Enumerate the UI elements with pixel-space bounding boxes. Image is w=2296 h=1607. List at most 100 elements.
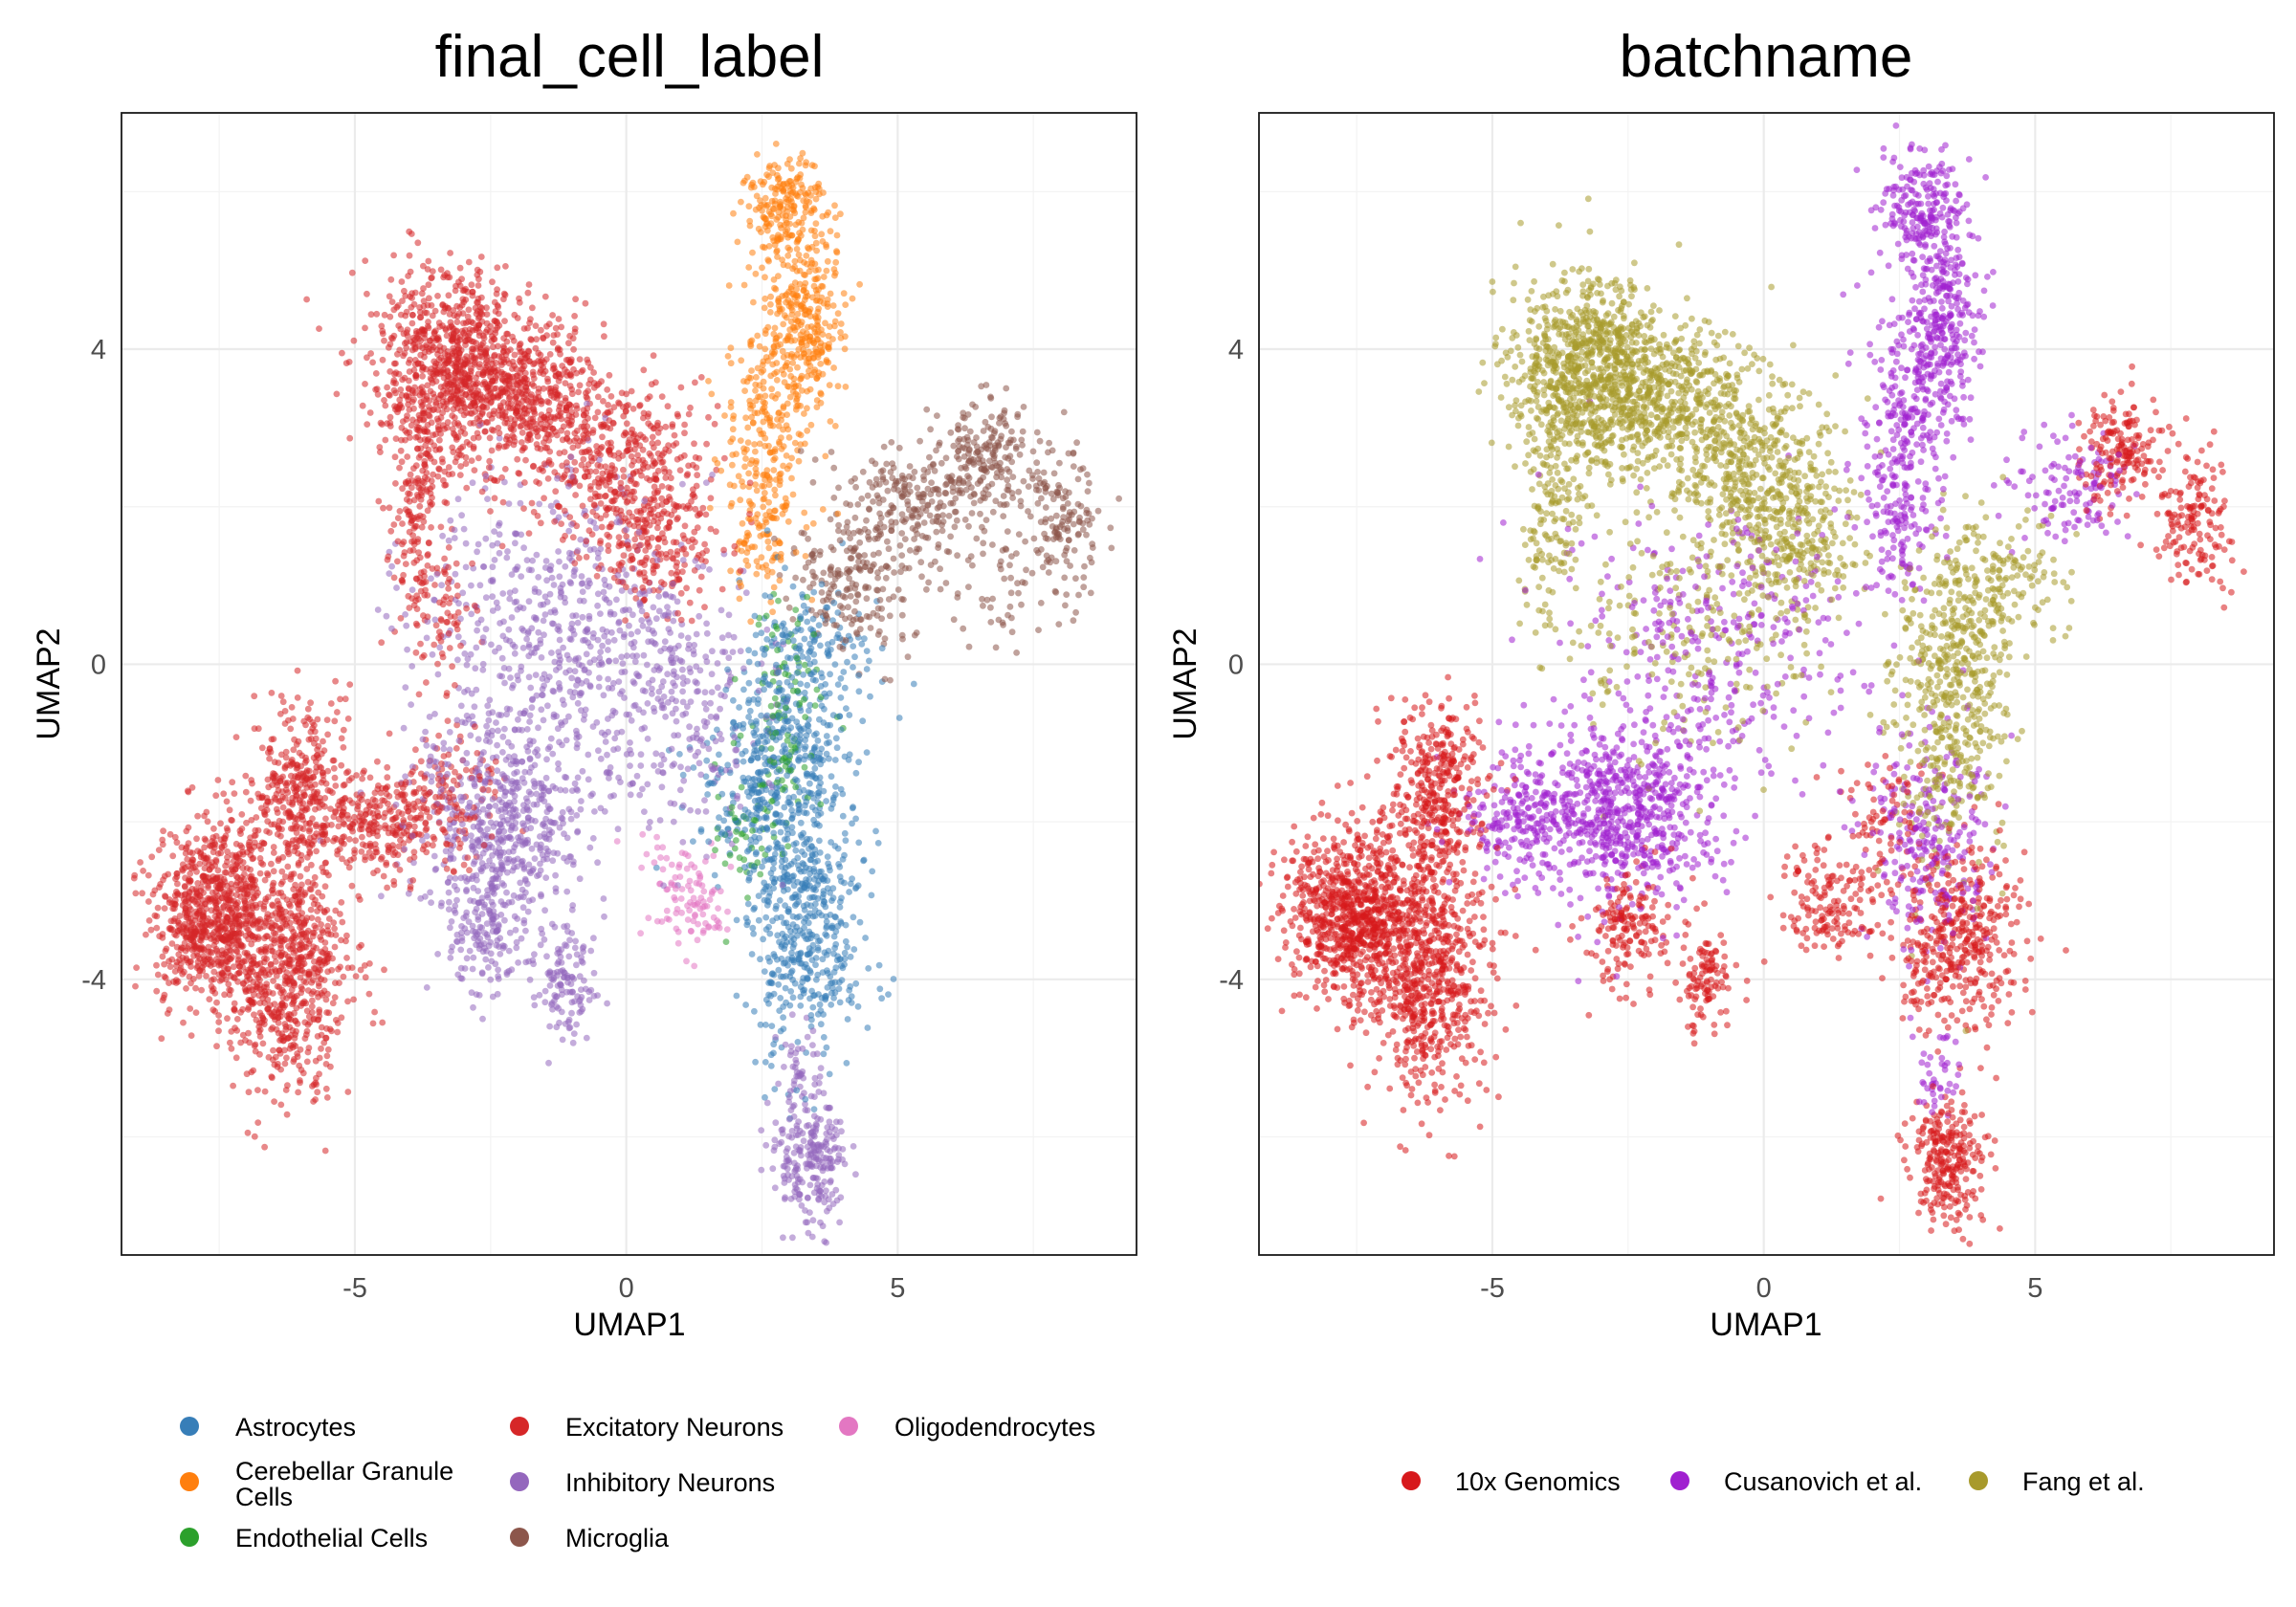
point-astrocytes xyxy=(752,1058,759,1066)
point-excitatory-neurons xyxy=(549,312,556,319)
point-excitatory-neurons xyxy=(284,863,292,870)
point-oligodendrocytes xyxy=(683,865,691,872)
point-astrocytes xyxy=(816,1001,824,1008)
point-inhibitory-neurons xyxy=(517,499,524,507)
point-inhibitory-neurons xyxy=(580,943,587,950)
point-astrocytes xyxy=(773,661,780,669)
point-oligodendrocytes xyxy=(613,838,621,845)
point-microglia xyxy=(865,536,872,543)
point-inhibitory-neurons xyxy=(433,571,441,578)
point-excitatory-neurons xyxy=(572,467,580,474)
point-inhibitory-neurons xyxy=(701,700,708,707)
point-excitatory-neurons xyxy=(210,825,217,832)
point-inhibitory-neurons xyxy=(645,825,652,831)
point-inhibitory-neurons xyxy=(566,936,573,944)
point-excitatory-neurons xyxy=(430,833,437,841)
point-excitatory-neurons xyxy=(331,717,339,725)
point-astrocytes xyxy=(859,717,867,725)
point-inhibitory-neurons xyxy=(811,1081,819,1088)
point-inhibitory-neurons xyxy=(687,806,694,814)
point-inhibitory-neurons xyxy=(494,605,501,611)
point-microglia xyxy=(1049,523,1056,530)
point-astrocytes xyxy=(847,953,854,960)
point-inhibitory-neurons xyxy=(511,649,519,657)
point-astrocytes xyxy=(745,647,752,654)
point-excitatory-neurons xyxy=(419,372,426,380)
point-endothelial-cells xyxy=(767,702,775,710)
point-excitatory-neurons xyxy=(148,853,156,861)
point-cerebellar-granule-cells xyxy=(803,159,809,166)
point-excitatory-neurons xyxy=(188,1032,195,1039)
point-inhibitory-neurons xyxy=(427,889,433,896)
point-inhibitory-neurons xyxy=(546,590,554,598)
point-endothelial-cells xyxy=(733,837,740,844)
point-excitatory-neurons xyxy=(264,776,272,783)
point-excitatory-neurons xyxy=(339,918,346,926)
point-inhibitory-neurons xyxy=(820,1090,828,1097)
point-excitatory-neurons xyxy=(388,298,396,305)
point-excitatory-neurons xyxy=(320,747,328,754)
point-inhibitory-neurons xyxy=(702,706,710,713)
point-inhibitory-neurons xyxy=(607,793,614,800)
point-excitatory-neurons xyxy=(194,812,202,820)
point-excitatory-neurons xyxy=(169,852,177,860)
point-inhibitory-neurons xyxy=(469,479,476,487)
point-excitatory-neurons xyxy=(331,925,338,933)
point-excitatory-neurons xyxy=(606,523,613,531)
point-cerebellar-granule-cells xyxy=(834,383,842,390)
point-inhibitory-neurons xyxy=(446,898,453,906)
point-inhibitory-neurons xyxy=(652,750,660,758)
point-inhibitory-neurons xyxy=(565,713,572,720)
point-microglia xyxy=(898,552,906,559)
point-cerebellar-granule-cells xyxy=(820,274,828,280)
point-microglia xyxy=(989,508,997,516)
point-inhibitory-neurons xyxy=(637,762,645,769)
point-inhibitory-neurons xyxy=(623,526,629,534)
point-excitatory-neurons xyxy=(404,453,411,460)
point-excitatory-neurons xyxy=(288,704,296,711)
point-inhibitory-neurons xyxy=(638,617,646,624)
point-microglia xyxy=(1037,600,1045,606)
point-inhibitory-neurons xyxy=(484,812,492,819)
point-excitatory-neurons xyxy=(408,311,416,319)
point-astrocytes xyxy=(758,712,764,719)
point-inhibitory-neurons xyxy=(388,625,395,632)
point-astrocytes xyxy=(750,930,757,937)
point-excitatory-neurons xyxy=(345,864,353,871)
point-excitatory-neurons xyxy=(623,533,630,540)
point-inhibitory-neurons xyxy=(599,642,606,649)
point-microglia xyxy=(897,568,904,576)
point-inhibitory-neurons xyxy=(529,557,536,564)
point-excitatory-neurons xyxy=(348,269,356,276)
point-excitatory-neurons xyxy=(679,568,686,576)
point-inhibitory-neurons xyxy=(445,537,453,544)
point-inhibitory-neurons xyxy=(579,767,586,775)
point-astrocytes xyxy=(818,745,826,753)
point-oligodendrocytes xyxy=(668,861,675,869)
point-astrocytes xyxy=(851,653,858,661)
point-excitatory-neurons xyxy=(485,786,492,794)
point-excitatory-neurons xyxy=(425,257,432,265)
point-inhibitory-neurons xyxy=(809,1042,816,1048)
point-excitatory-neurons xyxy=(153,913,161,920)
point-astrocytes xyxy=(789,583,797,590)
point-excitatory-neurons xyxy=(420,262,427,270)
point-microglia xyxy=(1060,408,1068,416)
point-excitatory-neurons xyxy=(242,772,250,780)
point-excitatory-neurons xyxy=(258,744,266,752)
point-inhibitory-neurons xyxy=(526,976,534,983)
point-excitatory-neurons xyxy=(441,555,448,562)
point-inhibitory-neurons xyxy=(602,738,609,745)
point-excitatory-neurons xyxy=(165,870,172,878)
point-inhibitory-neurons xyxy=(838,1128,845,1135)
point-excitatory-neurons xyxy=(417,640,424,648)
point-microglia xyxy=(881,635,889,642)
point-excitatory-neurons xyxy=(378,322,386,330)
point-microglia xyxy=(980,539,987,547)
point-microglia xyxy=(800,576,806,583)
point-astrocytes xyxy=(823,932,830,939)
point-inhibitory-neurons xyxy=(597,649,605,655)
point-astrocytes xyxy=(761,968,768,975)
point-excitatory-neurons xyxy=(453,745,460,752)
point-excitatory-neurons xyxy=(664,403,672,410)
